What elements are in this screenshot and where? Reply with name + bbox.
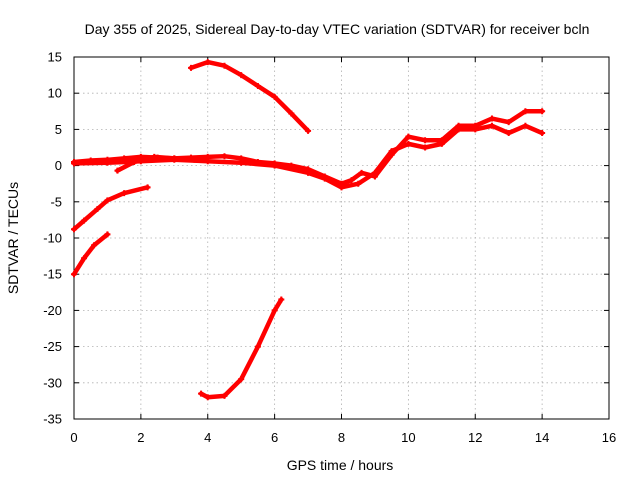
data-point	[438, 140, 445, 147]
data-point	[114, 167, 121, 174]
y-tick-label: 0	[55, 158, 62, 173]
data-point	[539, 108, 546, 115]
axis-ticks: 0 2 4 6 8 10 12 14 16 -35 -30 -25 -20 -15 -10 -5 0 5 10 15	[43, 50, 616, 446]
y-tick-label: -35	[43, 412, 62, 427]
data-point	[305, 127, 312, 134]
series-arc-upper	[188, 59, 312, 134]
data-point	[144, 184, 151, 191]
series-arc-mid	[71, 184, 151, 233]
data-point	[104, 197, 111, 204]
data-point	[278, 296, 285, 303]
data-point	[505, 119, 512, 126]
data-point	[238, 159, 245, 166]
y-tick-label: -25	[43, 339, 62, 354]
x-tick-label: 4	[204, 430, 211, 445]
data-point	[338, 184, 345, 191]
data-point	[422, 144, 429, 151]
grid	[74, 57, 609, 419]
y-tick-label: -5	[50, 194, 62, 209]
data-point	[505, 130, 512, 137]
data-point	[71, 271, 77, 278]
data-point	[198, 390, 205, 397]
data-point	[405, 133, 412, 140]
x-axis-label: GPS time / hours	[287, 457, 394, 473]
data-point	[71, 226, 77, 233]
data-point	[348, 177, 355, 184]
x-tick-label: 10	[401, 430, 415, 445]
data-point	[221, 392, 228, 399]
data-point	[171, 155, 178, 162]
data-point	[539, 130, 546, 137]
chart-title: Day 355 of 2025, Sidereal Day-to-day VTE…	[85, 21, 590, 37]
x-tick-label: 8	[338, 430, 345, 445]
x-tick-label: 14	[535, 430, 549, 445]
data-point	[522, 108, 529, 115]
data-point	[221, 62, 228, 69]
data-point	[472, 126, 479, 133]
x-tick-label: 6	[271, 430, 278, 445]
data-point	[488, 122, 495, 129]
y-tick-label: -15	[43, 267, 62, 282]
series-line-arc-low	[71, 232, 110, 277]
data-point	[221, 153, 228, 160]
data-point	[305, 169, 312, 176]
data-point	[204, 59, 211, 66]
data-point	[91, 242, 98, 249]
data-point	[204, 158, 211, 165]
y-tick-label: 10	[48, 86, 62, 101]
data-point	[71, 160, 77, 167]
data-point	[288, 110, 295, 117]
y-tick-label: -30	[43, 375, 62, 390]
data-point	[131, 158, 138, 165]
data-point	[254, 343, 261, 350]
data-point	[358, 169, 365, 176]
x-tick-label: 12	[468, 430, 482, 445]
data-point	[321, 175, 328, 182]
data-point	[271, 93, 278, 100]
x-tick-label: 16	[602, 430, 616, 445]
series-arc-low	[71, 231, 111, 278]
series-arc-bottom	[198, 296, 285, 401]
data-point	[188, 64, 195, 71]
data-point	[271, 307, 278, 314]
data-point	[81, 217, 88, 224]
data-point	[81, 255, 88, 262]
y-axis-label: SDTVAR / TECUs	[5, 182, 21, 294]
data-point	[254, 82, 261, 89]
y-tick-label: -10	[43, 231, 62, 246]
data-point	[94, 206, 101, 213]
series-layer	[71, 59, 546, 401]
data-point	[191, 156, 198, 163]
data-point	[522, 122, 529, 129]
x-tick-label: 0	[70, 430, 77, 445]
data-point	[422, 137, 429, 144]
data-point	[388, 148, 395, 155]
data-point	[371, 169, 378, 176]
y-tick-label: 5	[55, 122, 62, 137]
data-point	[455, 126, 462, 133]
data-point	[238, 376, 245, 383]
data-point	[204, 394, 211, 401]
data-point	[405, 140, 412, 147]
data-point	[238, 72, 245, 79]
data-point	[355, 180, 362, 187]
data-point	[121, 190, 128, 197]
y-tick-label: 15	[48, 50, 62, 65]
data-point	[104, 159, 111, 166]
series-line-arc-upper	[188, 59, 311, 134]
data-point	[104, 231, 111, 238]
x-tick-label: 2	[137, 430, 144, 445]
series-line-arc-mid	[71, 185, 150, 232]
series-secondary-low-arc	[114, 153, 198, 174]
data-point	[151, 153, 158, 160]
data-point	[488, 115, 495, 122]
data-point	[271, 162, 278, 169]
y-tick-label: -20	[43, 303, 62, 318]
